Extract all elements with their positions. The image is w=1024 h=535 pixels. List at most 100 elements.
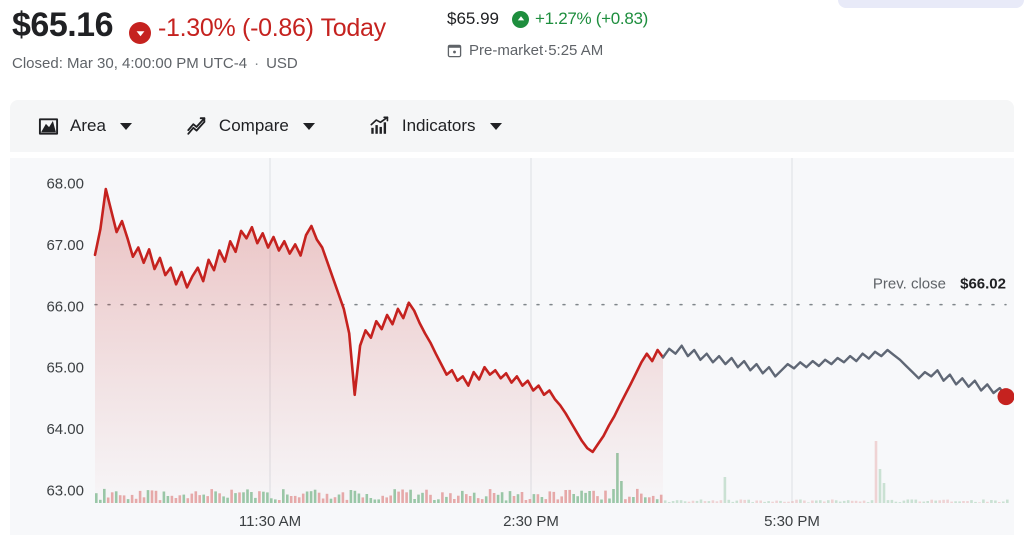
premarket-status-line: Pre-market · 5:25 AM [447,42,648,59]
volume-bar [815,500,818,503]
prev-close-annotation: $66.02 Prev. close [873,276,1006,293]
volume-bar [862,500,866,503]
regular-session-fill [95,189,663,503]
volume-bar [807,502,810,503]
volume-bar [866,502,870,503]
volume-bar [767,501,770,503]
volume-bar [838,501,842,503]
volume-bar [970,500,973,503]
volume-bar [1006,499,1009,503]
y-axis-tick: 67.00 [46,237,84,254]
volume-bar [994,500,997,503]
chevron-down-icon [302,122,315,130]
volume-bar [858,501,862,503]
quote-primary-row: $65.16 -1.30% (-0.86) Today [12,4,1024,46]
x-axis-tick: 11:30 AM [239,513,301,530]
last-price-dot [997,388,1014,406]
volume-bar [675,500,679,503]
market-status-text: Closed: Mar 30, 4:00:00 PM UTC-4 [12,54,248,72]
volume-bar [775,500,778,503]
volume-bar [779,500,782,503]
premarket-price-row: $65.99 +1.27% (+0.83) [447,4,648,34]
status-separator: · [254,54,260,72]
y-axis-tick: 63.00 [46,483,84,500]
volume-bar [727,499,731,503]
volume-bar [918,501,922,503]
volume-bar [974,501,977,503]
volume-bar [759,500,762,503]
volume-bar [747,499,750,503]
y-axis-labels: 68.00 67.00 66.00 65.00 64.00 63.00 [46,176,84,500]
volume-bar [1002,501,1005,503]
volume-bar [707,501,711,503]
change-period-label: Today [320,14,387,42]
volume-bar [783,501,786,503]
y-axis-tick: 66.00 [46,298,84,315]
volume-bar [882,483,886,503]
compare-label: Compare [218,116,289,135]
volume-bar [731,501,735,503]
volume-bar [691,500,695,503]
volume-bar [942,499,945,503]
volume-bar [763,501,766,503]
volume-bar [667,502,671,503]
price-series-lines [93,187,1008,454]
premarket-session-label: Pre-market [469,42,544,59]
volume-bar [739,499,743,503]
prev-close-value: $66.02 [960,276,1006,293]
change-direction-up-icon [512,10,529,28]
x-axis-tick: 2:30 PM [503,513,559,530]
volume-bar [831,499,834,503]
volume-bar [914,499,918,503]
volume-bar [998,502,1001,503]
volume-bar [735,500,739,503]
volume-bar [719,500,723,503]
volume-bar [846,500,850,503]
volume-bar [715,501,719,503]
volume-bar [842,500,846,503]
price-chart[interactable]: 68.00 67.00 66.00 65.00 64.00 63.00 11:30 AM 2… [10,158,1014,535]
volume-bar [874,441,878,503]
x-axis-labels: 11:30 AM 2:30 PM 5:30 PM [239,513,820,530]
volume-bar [743,499,746,503]
volume-bar [926,501,929,503]
volume-bar [711,500,715,503]
chevron-down-icon [489,122,502,130]
volume-bar [755,500,758,503]
volume-bar [695,500,699,503]
volume-bar [827,500,830,503]
premarket-block: $65.99 +1.27% (+0.83) Pre-market · 5:25 … [447,4,648,59]
volume-bar [751,502,754,503]
regular-session-line [93,187,665,454]
chart-type-label: Area [70,116,106,135]
volume-bar [906,499,910,503]
volume-bar [890,499,894,503]
indicators-button[interactable]: Indicators [361,108,510,144]
volume-bar [902,500,906,503]
volume-bar [811,500,814,503]
volume-bar [823,501,826,503]
volume-bar [799,499,802,503]
y-axis-tick: 64.00 [46,421,84,438]
volume-bar [795,499,798,503]
volume-bar [922,501,926,503]
volume-bar [834,500,838,503]
price-chart-svg[interactable]: 68.00 67.00 66.00 65.00 64.00 63.00 11:30 AM 2… [10,158,1014,535]
volume-bar [886,500,890,503]
y-axis-tick: 65.00 [46,360,84,377]
volume-bar [671,501,675,503]
volume-bar [958,501,961,503]
compare-lines-icon [186,115,208,137]
volume-bar [679,500,683,503]
volume-bar [699,499,703,503]
compare-button[interactable]: Compare [178,108,323,144]
volume-bar [894,501,898,503]
volume-bar [683,501,687,503]
volume-bar [898,502,902,503]
chart-type-button[interactable]: Area [30,108,140,144]
change-percent: -1.30% (-0.86) [158,14,314,42]
volume-bar [950,501,953,503]
volume-bar [878,469,882,503]
area-chart-icon [38,116,59,137]
